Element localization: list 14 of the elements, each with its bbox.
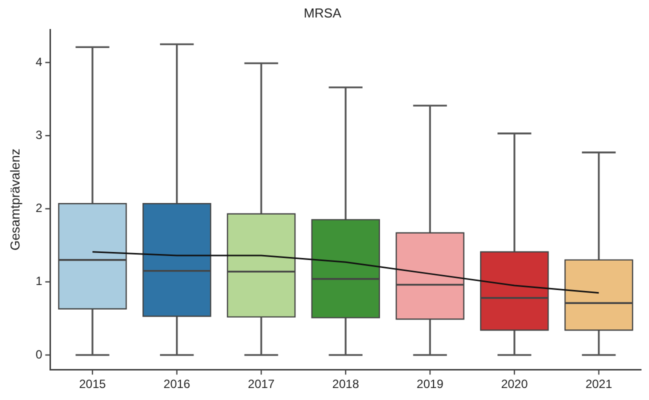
y-tick-label: 0 [36,347,43,362]
chart-title: MRSA [304,5,342,20]
x-tick-label: 2020 [501,377,528,392]
y-tick-label: 4 [36,54,43,69]
y-tick-label: 2 [36,201,43,216]
y-axis-title: Gesamtprävalenz [7,148,22,251]
x-tick-label: 2016 [164,377,191,392]
x-tick-label: 2021 [585,377,612,392]
x-tick-label: 2015 [79,377,106,392]
y-tick-label: 3 [36,128,43,142]
x-tick-label: 2017 [248,377,275,392]
x-tick-label: 2019 [416,377,444,392]
y-tick-label: 1 [36,274,43,288]
x-tick-label: 2018 [332,377,360,392]
